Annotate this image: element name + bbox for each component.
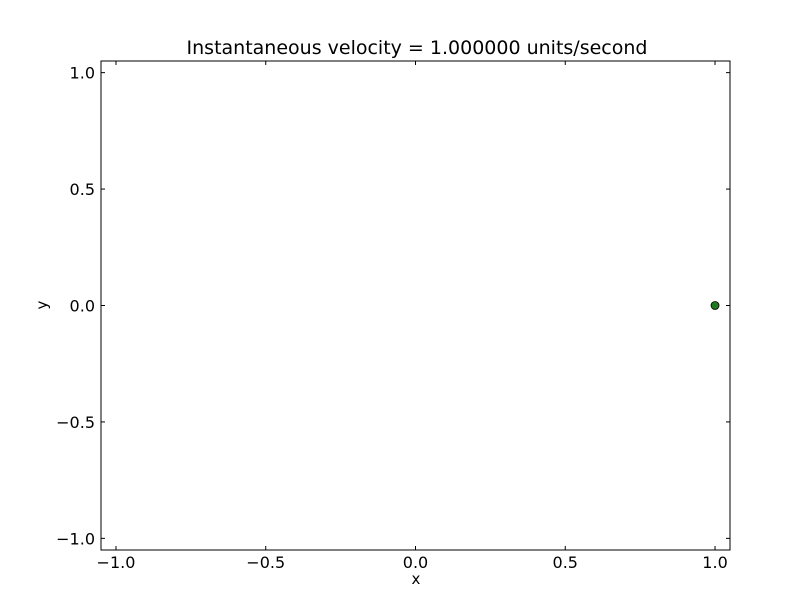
x-tick-label: 1.0: [702, 553, 727, 572]
data-point: [710, 301, 720, 310]
y-tick-label: −0.5: [56, 413, 95, 432]
x-tick-label: −1.0: [97, 553, 136, 572]
y-tick-label: 0.0: [70, 297, 95, 316]
x-tick-label: 0.5: [553, 553, 578, 572]
data-points: [710, 301, 720, 310]
axis-ticks: −1.0 −0.5 0.0 0.5 1.0 1.0 0.5 0.0 −0.5 −1.0: [56, 61, 730, 572]
x-axis-label: x: [412, 570, 421, 588]
x-tick-label: −0.5: [246, 553, 285, 572]
x-tick-label: 0.0: [403, 553, 428, 572]
y-tick-label: 0.5: [70, 180, 95, 199]
y-tick-label: −1.0: [56, 529, 95, 548]
y-axis-label: y: [33, 300, 51, 309]
chart-title: Instantaneous velocity = 1.000000 units/…: [187, 37, 648, 59]
y-tick-label: 1.0: [70, 64, 95, 83]
